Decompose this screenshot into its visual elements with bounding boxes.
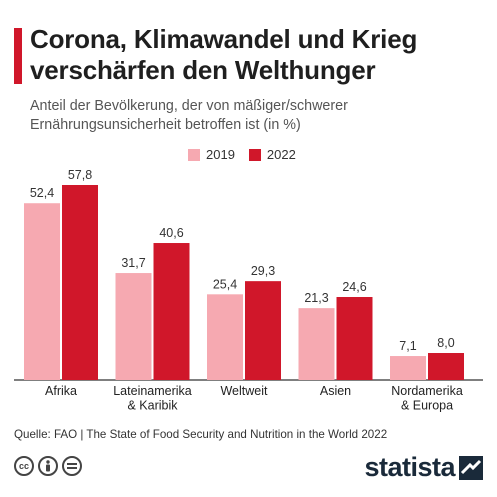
data-label-2019-1: 31,7 [121, 256, 145, 270]
accent-bar [14, 28, 22, 84]
legend-swatch-2019 [188, 148, 200, 161]
data-label-2019-2: 25,4 [213, 277, 237, 291]
category-label-3-0: Asien [320, 384, 351, 398]
legend: 2019 2022 [188, 147, 296, 162]
chart-title: Corona, Klimawandel und Krieg verschärfe… [30, 24, 418, 85]
equals-icon [62, 456, 82, 476]
cc-icon: cc [14, 456, 34, 476]
bar-chart: 52,4 57,8 Afrika 31,7 40,6 Lateinamerika& Kar… [14, 168, 483, 413]
legend-item-2022: 2022 [248, 147, 296, 162]
legend-label-2022: 2022 [266, 147, 296, 162]
brand-logo[interactable]: statista [364, 452, 483, 483]
category-label-4-0: Nordamerika [391, 384, 463, 398]
bar-2022-0 [62, 185, 98, 380]
bar-2022-3 [336, 297, 373, 380]
data-label-2022-3: 24,6 [342, 280, 366, 294]
legend-item-2019: 2019 [188, 147, 235, 162]
data-label-2019-4: 7,1 [399, 339, 416, 353]
bar-2019-0 [24, 203, 60, 380]
data-label-2019-0: 52,4 [30, 186, 54, 200]
license-icons: cc [14, 456, 82, 476]
chart-subtitle: Anteil der Bevölkerung, der von mäßiger/… [30, 98, 348, 133]
bar-2019-4 [390, 356, 426, 380]
data-label-2022-1: 40,6 [159, 226, 183, 240]
legend-label-2019: 2019 [206, 147, 235, 162]
data-label-2022-4: 8,0 [437, 336, 454, 350]
bar-2022-2 [245, 281, 281, 380]
category-label-1-1: & Karibik [127, 399, 178, 413]
bar-2019-2 [207, 294, 243, 380]
category-label-1-0: Lateinamerika [113, 384, 192, 398]
category-label-0-0: Afrika [45, 384, 77, 398]
bar-2022-4 [428, 353, 464, 380]
data-label-2022-2: 29,3 [251, 264, 275, 278]
statista-logo-icon [459, 455, 483, 480]
category-label-4-1: & Europa [401, 399, 453, 413]
legend-swatch-2022 [248, 148, 261, 161]
data-label-2022-0: 57,8 [68, 168, 92, 182]
bar-2019-1 [115, 273, 152, 380]
person-icon [38, 456, 58, 476]
source-note: Quelle: FAO | The State of Food Security… [14, 428, 388, 441]
bar-2022-1 [153, 243, 190, 380]
bar-2019-3 [298, 308, 335, 380]
category-label-2-0: Weltweit [220, 384, 268, 398]
brand-name: statista [364, 452, 455, 482]
data-label-2019-3: 21,3 [304, 291, 328, 305]
